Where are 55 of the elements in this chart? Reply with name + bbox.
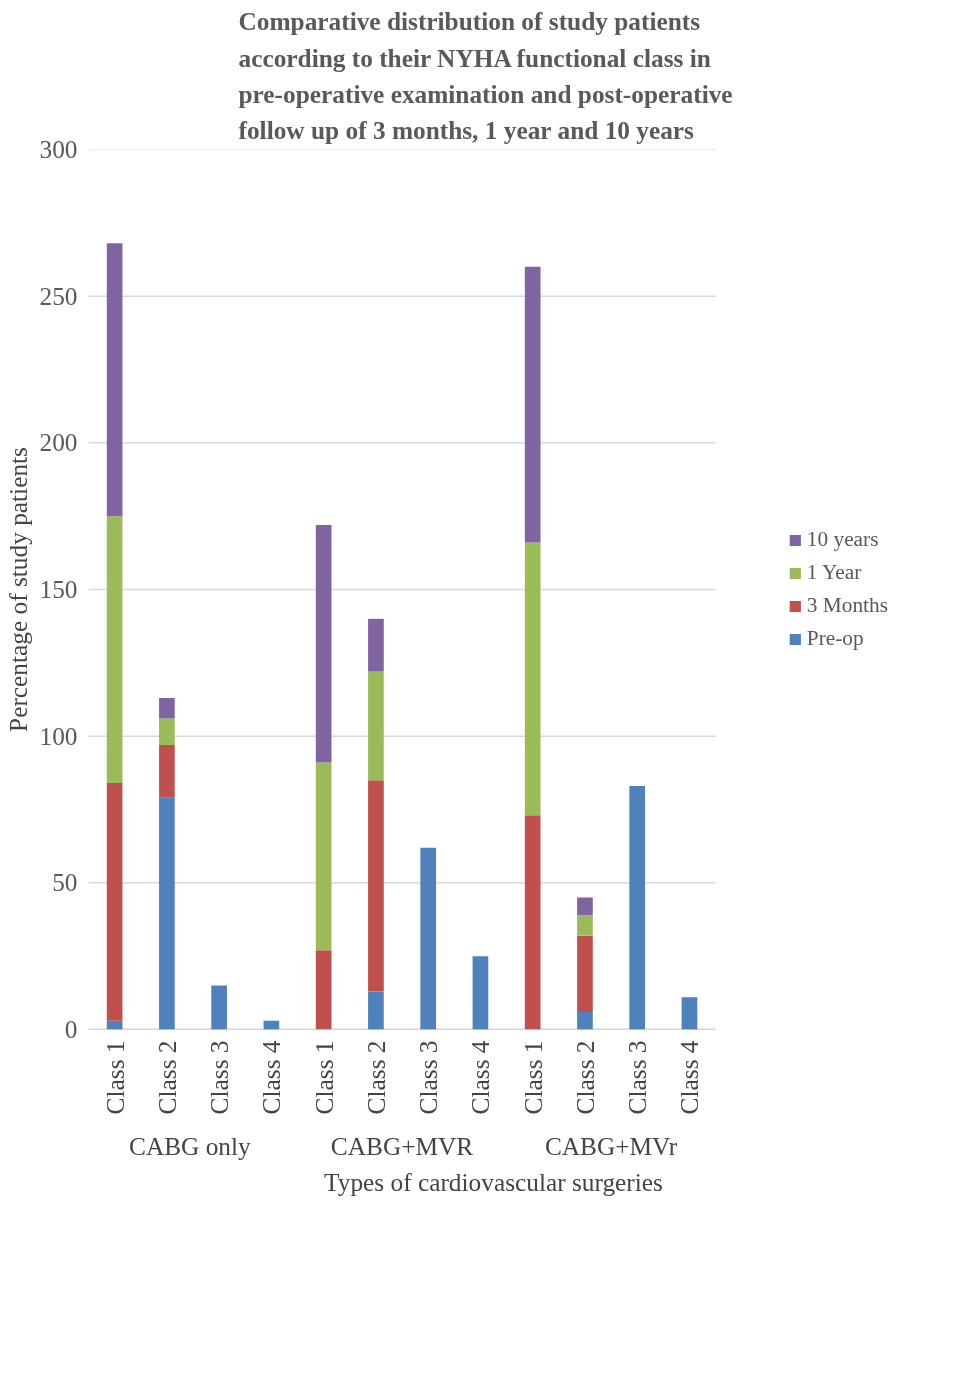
y-tick-label: 250: [39, 281, 78, 310]
bar: [681, 997, 698, 1030]
bar: [524, 266, 541, 543]
bar: [420, 847, 437, 1030]
bar: [524, 542, 541, 816]
y-tick-label: 50: [52, 868, 78, 897]
x-tick-label: Class 1: [100, 1040, 129, 1115]
bar: [106, 783, 123, 1021]
y-axis-title: Percentage of study patients: [3, 447, 32, 732]
y-tick-label: 150: [39, 575, 78, 603]
x-tick-label: Class 2: [361, 1040, 390, 1115]
bar: [159, 797, 175, 1030]
y-tick-label: 0: [64, 1015, 78, 1043]
bar: [577, 915, 593, 936]
x-tick-label: Class 3: [205, 1040, 234, 1115]
bar: [368, 671, 384, 781]
chart-title: Comparative distribution of study patients according to their NYHA functional class in pre-operative examination and post-operative follow up of 3 months, 1 year and 10 years: [238, 7, 733, 145]
bar: [159, 744, 175, 798]
x-tick-label: Class 2: [152, 1040, 181, 1115]
bar: [106, 243, 123, 517]
x-tick-label: Class 4: [466, 1040, 495, 1115]
bar: [577, 897, 593, 916]
legend-label: 1 Year: [806, 560, 862, 585]
text: CABG only: [128, 1131, 252, 1160]
bar: [368, 780, 384, 992]
y-tick-label: 200: [39, 428, 78, 457]
legend-label: Pre-op: [806, 626, 864, 651]
bar: [159, 718, 175, 745]
bar: [159, 698, 175, 719]
text: CABG+MVR: [330, 1131, 474, 1160]
legend-label: 10 years: [806, 527, 879, 552]
bar: [577, 1011, 593, 1030]
bar: [368, 991, 384, 1030]
bar: [577, 935, 593, 1012]
x-tick-label: Class 1: [518, 1040, 547, 1115]
legend-label: 3 Months: [806, 593, 888, 618]
bar: [368, 618, 384, 672]
x-tick-label: Class 1: [309, 1040, 338, 1115]
bar: [629, 786, 646, 1030]
bar: [315, 762, 332, 951]
x-tick-label: Class 3: [623, 1040, 652, 1115]
y-tick-label: 100: [39, 721, 78, 750]
bar: [524, 815, 541, 1030]
bar: [315, 524, 332, 763]
x-axis-title: Types of cardiovascular surgeries: [324, 1167, 663, 1196]
x-tick-label: Class 4: [675, 1040, 704, 1115]
bar: [472, 956, 489, 1030]
y-tick-label: 300: [39, 135, 78, 163]
x-tick-label: Class 3: [414, 1040, 443, 1115]
bar: [106, 516, 123, 784]
bar: [211, 985, 227, 1030]
text: CABG+MVr: [544, 1131, 678, 1160]
bar: [315, 950, 332, 1030]
x-tick-label: Class 4: [257, 1040, 286, 1115]
x-tick-label: Class 2: [570, 1040, 599, 1115]
